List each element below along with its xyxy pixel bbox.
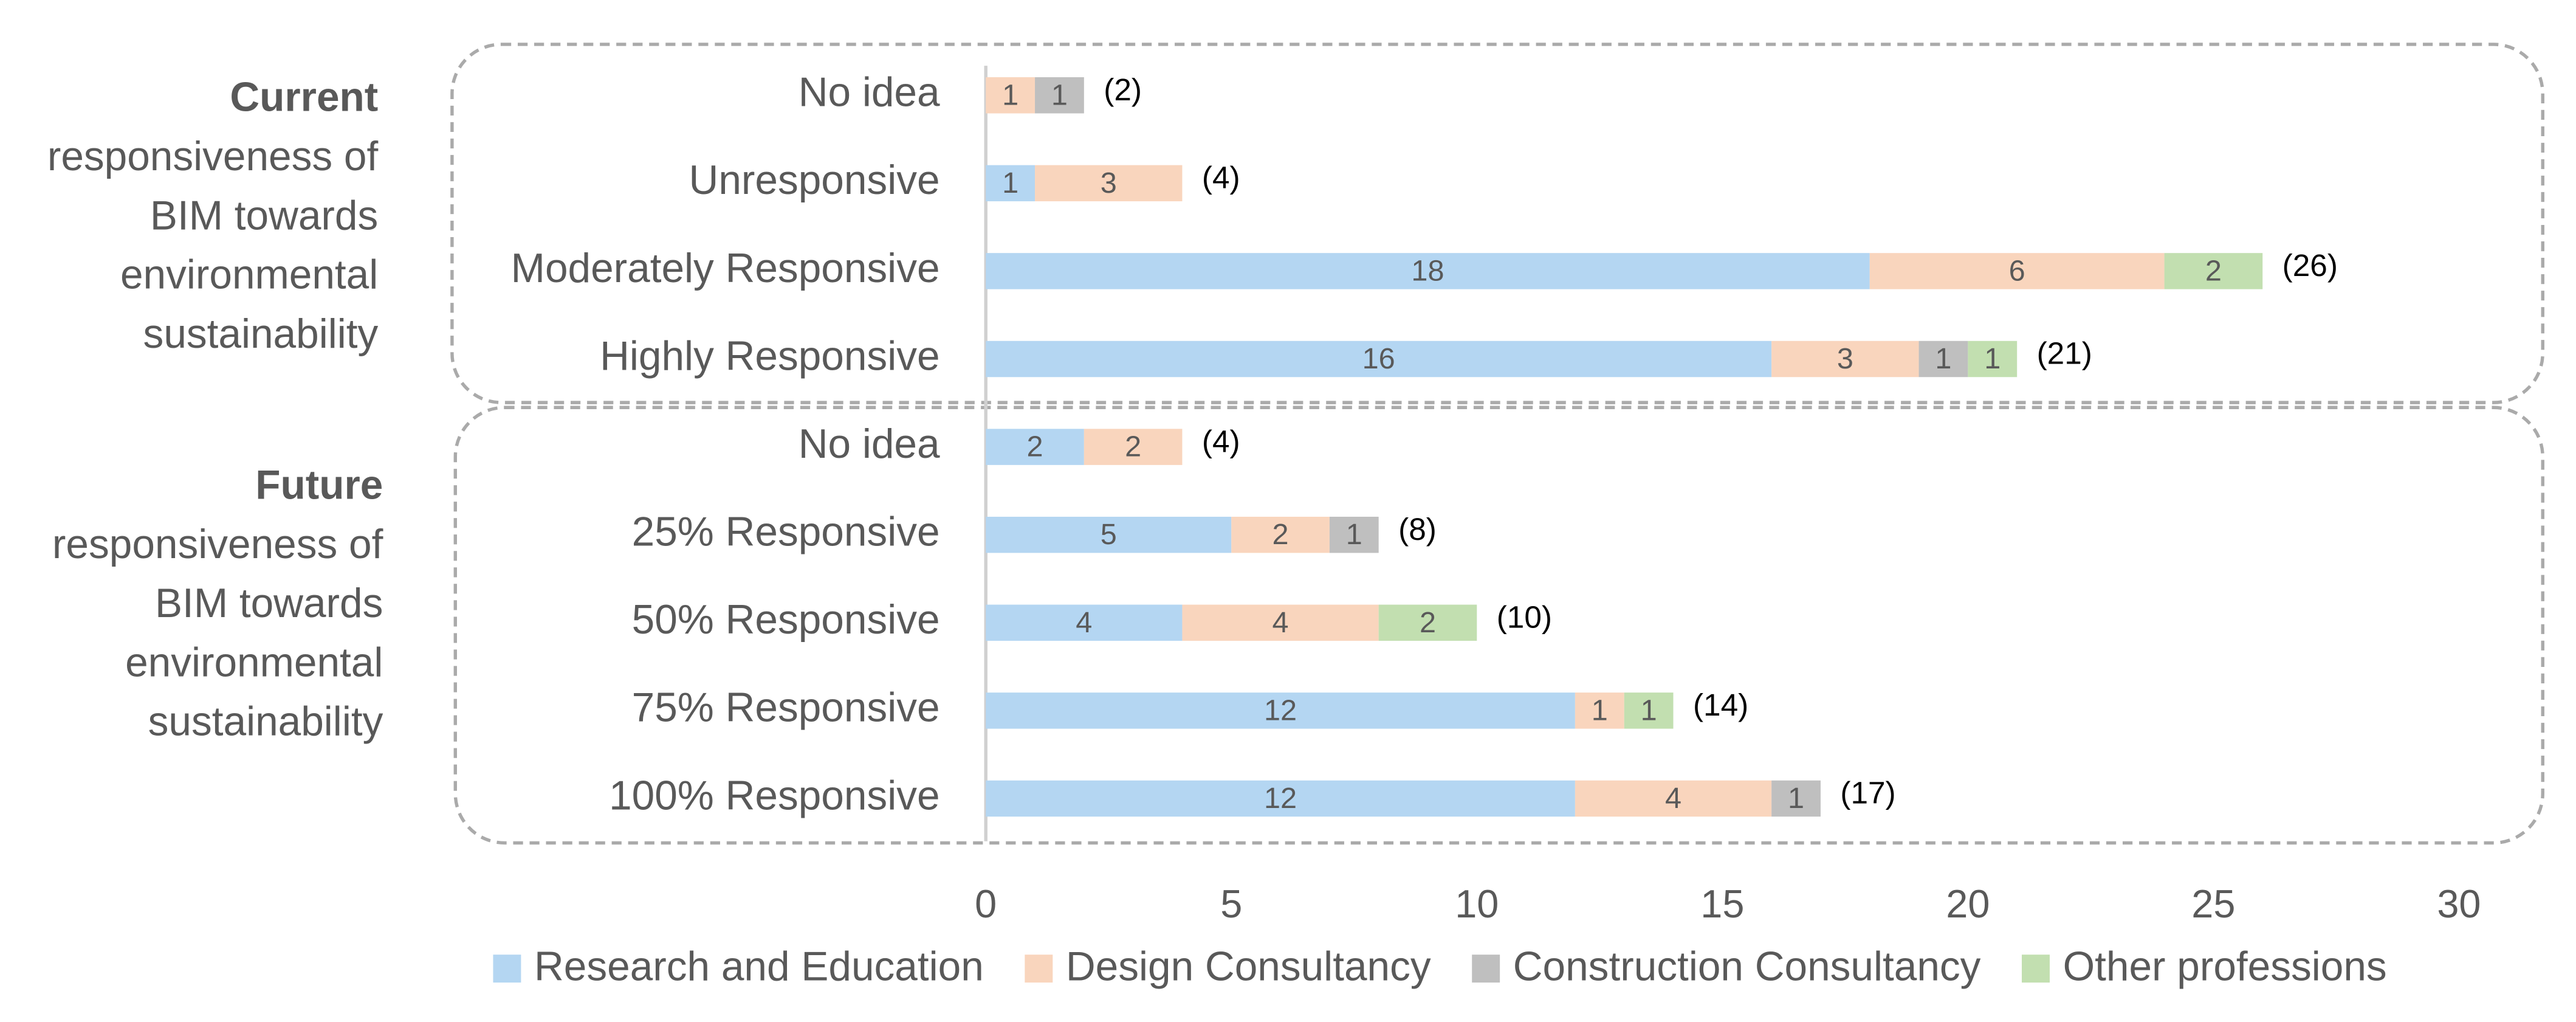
x-tick-label: 20 [1946, 882, 1990, 926]
data-label: 5 [1101, 518, 1117, 551]
legend-swatch [1472, 955, 1500, 983]
bar-segment [1918, 340, 1968, 378]
data-label: 4 [1076, 606, 1092, 639]
group-box [450, 43, 2544, 404]
data-label: 1 [1346, 518, 1362, 551]
bar-segment [1869, 253, 2165, 289]
data-label: 1 [1641, 694, 1657, 727]
data-label: 2 [1420, 606, 1436, 639]
data-label: 2 [1125, 430, 1141, 463]
x-tick-label: 25 [2191, 882, 2235, 926]
data-label: 18 [1411, 254, 1444, 287]
bar-segment [986, 429, 1084, 465]
legend-swatch [2022, 955, 2050, 983]
legend-label: Other professions [2063, 944, 2387, 989]
data-label: 1 [1002, 78, 1018, 111]
group-label: environmental [120, 252, 378, 298]
group-label: environmental [125, 640, 383, 685]
bar-segment [1771, 340, 1919, 378]
x-tick-label: 0 [975, 882, 997, 926]
group-box [453, 406, 2544, 845]
y-tick-label: Unresponsive [689, 157, 940, 203]
data-label: 1 [1592, 694, 1608, 727]
data-label: 16 [1362, 342, 1395, 375]
bar-segment [1231, 516, 1330, 553]
data-label: 3 [1101, 167, 1117, 199]
group-label: responsiveness of [52, 522, 383, 567]
y-tick-label: 100% Responsive [609, 773, 939, 818]
data-label: 4 [1665, 782, 1681, 815]
group-label: BIM towards [150, 193, 378, 238]
bar-segment [2164, 253, 2263, 289]
y-tick-label: Highly Responsive [600, 333, 939, 379]
x-tick-label: 30 [2437, 882, 2481, 926]
x-tick-label: 15 [1700, 882, 1744, 926]
total-label: (2) [1104, 72, 1142, 107]
group-title: Current [230, 75, 378, 120]
data-label: 2 [2205, 254, 2222, 287]
bar-segment [1575, 692, 1624, 729]
total-label: (10) [1497, 599, 1552, 634]
bar-segment [1084, 429, 1183, 465]
total-label: (14) [1693, 688, 1748, 722]
total-label: (4) [1202, 160, 1240, 195]
x-tick-label: 5 [1220, 882, 1242, 926]
y-tick-label: 50% Responsive [632, 597, 940, 643]
bar-segment [986, 516, 1232, 553]
bar-segment [1378, 604, 1477, 641]
data-label: 2 [1027, 430, 1043, 463]
data-label: 3 [1837, 342, 1853, 375]
total-label: (4) [1202, 424, 1240, 458]
bar-segment [986, 253, 1870, 289]
total-label: (21) [2037, 336, 2092, 371]
data-label: 2 [1273, 518, 1289, 551]
bar-segment [986, 165, 1036, 202]
legend-swatch [1025, 955, 1053, 983]
y-tick-label: 25% Responsive [632, 509, 940, 555]
data-label: 1 [1002, 167, 1018, 199]
data-label: 1 [1984, 342, 2001, 375]
bar-segment [1182, 604, 1379, 641]
group-label: sustainability [143, 311, 379, 357]
total-label: (8) [1398, 512, 1437, 547]
legend-label: Research and Education [534, 944, 984, 989]
total-label: (17) [1840, 776, 1895, 810]
bar-segment [1624, 692, 1674, 729]
bar-segment [986, 77, 1036, 114]
y-tick-label: No idea [799, 70, 940, 116]
data-label: 12 [1264, 694, 1297, 727]
total-label: (26) [2282, 248, 2338, 283]
bar-segment [986, 340, 1772, 378]
y-tick-label: 75% Responsive [632, 685, 940, 731]
bar-segment [1771, 780, 1821, 817]
group-label: BIM towards [155, 581, 383, 626]
legend-swatch [493, 955, 521, 983]
data-label: 4 [1273, 606, 1289, 639]
bar-segment [1575, 780, 1772, 817]
bar-segment [1035, 165, 1183, 202]
data-label: 6 [2009, 254, 2025, 287]
group-title: Future [255, 463, 383, 508]
bar-segment [1329, 516, 1379, 553]
data-label: 1 [1788, 782, 1804, 815]
bar-segment [1035, 77, 1084, 114]
data-label: 1 [1935, 342, 1951, 375]
data-label: 12 [1264, 782, 1297, 815]
x-tick-label: 10 [1455, 882, 1499, 926]
bar-segment [986, 780, 1575, 817]
group-label: sustainability [148, 699, 383, 745]
bar-segment [986, 604, 1183, 641]
y-tick-label: No idea [799, 421, 940, 467]
y-tick-label: Moderately Responsive [511, 246, 940, 291]
group-label: responsiveness of [47, 134, 379, 179]
data-label: 1 [1051, 78, 1068, 111]
bar-segment [1968, 340, 2018, 378]
legend-label: Design Consultancy [1066, 944, 1431, 989]
bar-segment [986, 692, 1575, 729]
legend-label: Construction Consultancy [1513, 944, 1981, 989]
